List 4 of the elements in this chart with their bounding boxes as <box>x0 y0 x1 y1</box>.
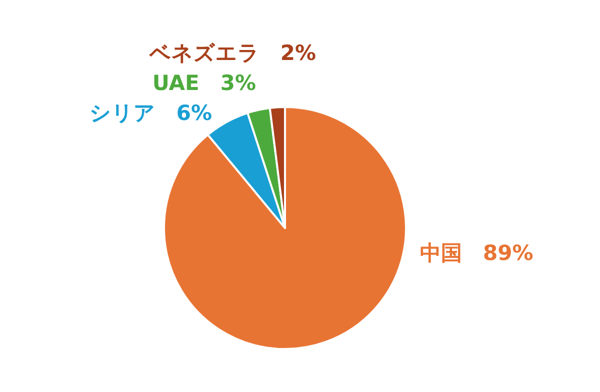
slice-label: ベネズエラ 2% <box>148 41 316 65</box>
slice-label: 中国 89% <box>420 241 534 265</box>
slice-label: UAE 3% <box>152 71 256 95</box>
slice-label: シリア 6% <box>89 101 212 125</box>
